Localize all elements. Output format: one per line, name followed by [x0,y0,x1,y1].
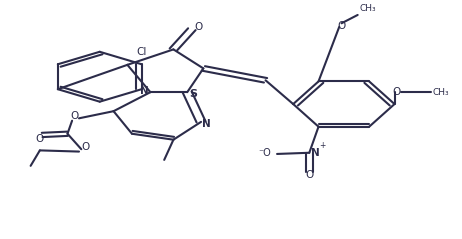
Text: O: O [393,87,401,97]
Text: +: + [319,141,326,150]
Text: N: N [140,86,149,96]
Text: O: O [337,21,346,31]
Text: O: O [36,134,44,143]
Text: O: O [195,22,203,32]
Text: S: S [189,89,197,99]
Text: CH₃: CH₃ [360,4,377,13]
Text: N: N [202,119,211,129]
Text: CH₃: CH₃ [433,88,450,97]
Text: O: O [305,170,313,180]
Text: O: O [82,142,90,152]
Text: ⁻O: ⁻O [259,148,272,158]
Text: N: N [310,148,319,158]
Text: Cl: Cl [136,47,146,57]
Text: O: O [70,111,79,121]
